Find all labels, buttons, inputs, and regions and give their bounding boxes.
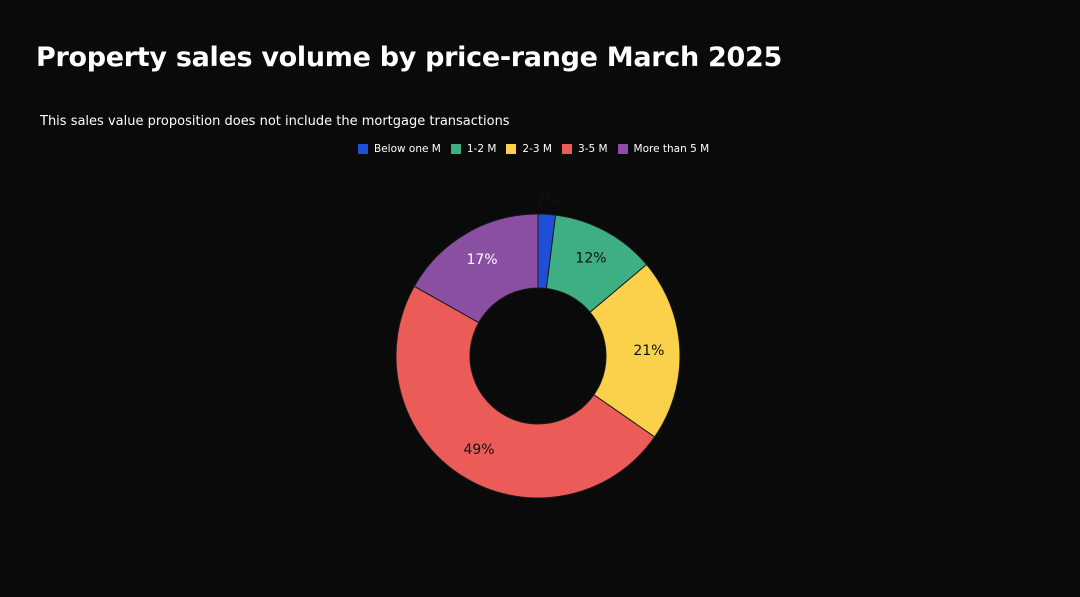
- legend-swatch: [450, 144, 461, 154]
- legend-label: 3-5 M: [577, 143, 608, 155]
- legend-swatch: [358, 144, 368, 154]
- slice-3-5-m[interactable]: [395, 285, 656, 499]
- legend-swatch: [617, 144, 628, 154]
- legend-item-below-one-m[interactable]: Below one M: [358, 143, 441, 155]
- slice-label-more-than-5-m: 17%: [466, 252, 497, 268]
- legend-item-more-than-5-m[interactable]: More than 5 M: [617, 143, 710, 155]
- slice-more-than-5-m[interactable]: [413, 213, 539, 324]
- chart-subtitle: This sales value proposition does not in…: [40, 114, 510, 129]
- chart-legend: Below one M 1-2 M 2-3 M 3-5 M More than …: [358, 143, 719, 155]
- chart-title: Property sales volume by price-range Mar…: [36, 42, 782, 73]
- slice-label-3-5-m: 49%: [463, 442, 494, 458]
- slice-label-1-2-m: 12%: [575, 250, 606, 266]
- legend-swatch: [561, 144, 572, 154]
- legend-label: 2-3 M: [522, 143, 552, 155]
- legend-item-1-2-m[interactable]: 1-2 M: [450, 143, 497, 155]
- slice-label-below-one-m: 2%: [537, 192, 559, 208]
- slice-label-2-3-m: 21%: [633, 343, 664, 359]
- legend-item-2-3-m[interactable]: 2-3 M: [506, 143, 552, 155]
- legend-label: Below one M: [374, 143, 441, 155]
- legend-item-3-5-m[interactable]: 3-5 M: [561, 143, 608, 155]
- legend-label: More than 5 M: [633, 143, 710, 155]
- slice-2-3-m[interactable]: [589, 263, 681, 438]
- legend-swatch: [506, 144, 517, 154]
- legend-label: 1-2 M: [466, 143, 497, 155]
